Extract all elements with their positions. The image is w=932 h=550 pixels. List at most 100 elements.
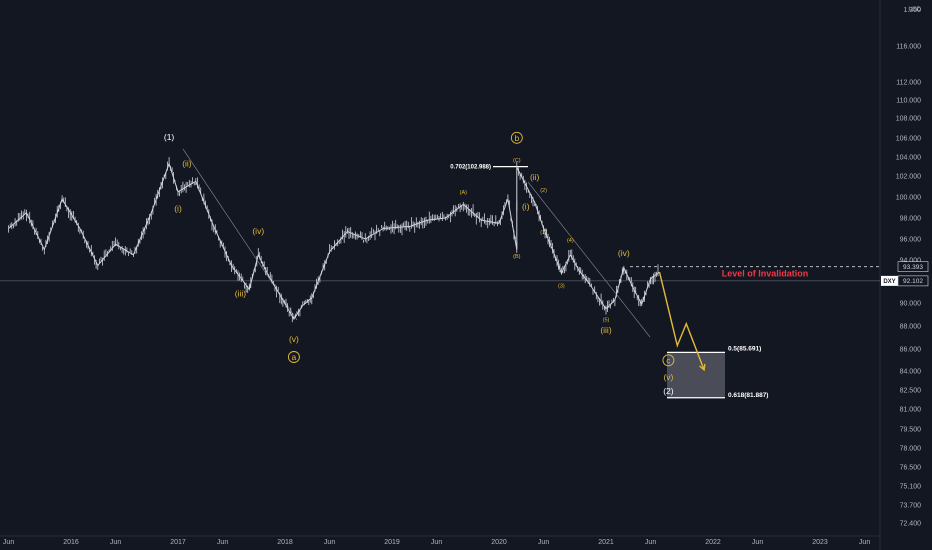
svg-text:93.393: 93.393	[903, 264, 923, 271]
svg-text:(4): (4)	[567, 238, 574, 244]
svg-text:(v): (v)	[663, 372, 673, 382]
price-tick-label: 76.500	[900, 465, 922, 472]
time-tick-label: 2019	[384, 539, 400, 546]
wave-label: (2)	[663, 386, 674, 396]
time-tick-label: Jun	[217, 539, 228, 546]
price-tick-label: 90.000	[900, 301, 922, 308]
time-tick-label: Jun	[110, 539, 121, 546]
wave-label: (1)	[540, 230, 547, 236]
svg-text:(2): (2)	[540, 188, 547, 194]
invalidation-price-badge: 93.393	[897, 261, 929, 272]
projection-line	[658, 271, 705, 371]
price-tick-labels: 72.400 73.700 75.100 76.500 78.000 79.500 81.0…	[896, 7, 921, 528]
wave-label: (3)	[558, 283, 565, 289]
price-tick-label: 116.000	[896, 44, 921, 51]
price-tick-label: 86.000	[900, 347, 922, 354]
wave-label: (i)	[174, 204, 182, 214]
wave-label: (v)	[289, 334, 299, 344]
price-tick-label: 108.000	[896, 116, 921, 123]
price-tick-label: 100.000	[896, 195, 921, 202]
price-tick-label: 84.000	[900, 369, 922, 376]
invalidation-label: Level of Invalidation	[722, 269, 809, 279]
projection-path	[658, 271, 706, 372]
wave-label: (iii)	[600, 325, 611, 335]
svg-text:(iv): (iv)	[252, 226, 264, 236]
time-tick-label: 2021	[598, 539, 614, 546]
price-tick-label: 73.700	[900, 503, 922, 510]
svg-text:(ii): (ii)	[182, 159, 192, 169]
svg-text:(1): (1)	[164, 132, 175, 142]
wave-label: c	[662, 354, 675, 367]
wave-label: (1)	[164, 132, 175, 142]
wave-label: (2)	[540, 188, 547, 194]
svg-text:(5): (5)	[603, 317, 610, 323]
wave-label: (C)	[513, 158, 521, 164]
time-tick-label: Jun	[752, 539, 763, 546]
svg-text:(A): (A)	[460, 190, 468, 196]
fib-label-0.5: 0.5(85.691)	[728, 345, 761, 352]
svg-text:(2): (2)	[663, 386, 674, 396]
time-tick-labels: Jun 2016 Jun 2017 Jun 2018 Jun 2019 Jun 2020 Jun 20…	[3, 539, 870, 546]
svg-text:(i): (i)	[174, 204, 182, 214]
svg-text:(v): (v)	[289, 334, 299, 344]
time-tick-label: 2023	[812, 539, 828, 546]
price-tick-label: 104.000	[896, 155, 921, 162]
svg-text:DXY: DXY	[883, 279, 895, 285]
price-series	[8, 157, 660, 323]
price-tick-label: 72.400	[900, 521, 922, 528]
svg-text:(C): (C)	[513, 158, 521, 164]
price-tick-label: 94.000	[900, 258, 922, 265]
currency-label: USD	[908, 7, 921, 13]
wave-label: (iv)	[618, 248, 630, 258]
wave-label: (A)	[460, 190, 468, 196]
trendline-2020	[527, 181, 651, 338]
svg-text:c: c	[666, 355, 671, 365]
time-tick-label: 2022	[705, 539, 721, 546]
fib-label-0.618: 0.618(81.887)	[728, 392, 768, 399]
price-tick-label: 82.500	[900, 388, 922, 395]
svg-text:(iv): (iv)	[618, 248, 630, 258]
wave-label: (5)	[603, 317, 610, 323]
price-tick-label: 112.000	[896, 80, 921, 87]
fib-label-0.702: 0.702(102.988)	[450, 165, 491, 171]
price-axis[interactable]: USD	[879, 0, 922, 550]
price-tick-label: 75.100	[900, 484, 922, 491]
time-tick-label: 2018	[277, 539, 293, 546]
wave-label: (4)	[567, 238, 574, 244]
wave-label: a	[287, 351, 300, 363]
svg-text:(iii): (iii)	[600, 325, 611, 335]
price-tick-label: 1.300	[903, 7, 921, 14]
price-tick-label: 96.000	[900, 237, 922, 244]
wave-label: (B)	[513, 254, 521, 260]
time-tick-label: Jun	[3, 539, 14, 546]
wave-label: (iii)	[235, 289, 246, 299]
price-tick-label: 78.000	[900, 446, 922, 453]
svg-text:(3): (3)	[558, 283, 565, 289]
wave-label: (i)	[522, 202, 530, 212]
wave-labels: (1) (ii) (i) (iv) (iii) (v) a (A) b (C) (B) (ii) (i)…	[164, 131, 675, 396]
wave-label: (v)	[663, 372, 673, 382]
price-tick-label: 106.000	[896, 136, 921, 143]
svg-text:(ii): (ii)	[530, 172, 540, 182]
target-zone-box	[667, 352, 725, 398]
svg-text:92.102: 92.102	[903, 278, 923, 285]
svg-text:b: b	[514, 133, 519, 143]
wave-label: (iv)	[252, 226, 264, 236]
svg-text:a: a	[292, 352, 297, 362]
price-tick-label: 102.000	[896, 174, 921, 181]
time-tick-label: 2016	[63, 539, 79, 546]
time-tick-label: Jun	[645, 539, 656, 546]
wave-label: (ii)	[530, 172, 540, 182]
last-price-badge: DXY 92.102	[881, 275, 929, 287]
svg-text:(i): (i)	[522, 202, 530, 212]
price-tick-label: 98.000	[900, 216, 922, 223]
price-tick-label: 81.000	[900, 407, 922, 414]
projection-arrowhead	[699, 363, 706, 372]
svg-text:(iii): (iii)	[235, 289, 246, 299]
wave-label: b	[510, 131, 523, 144]
time-tick-label: Jun	[538, 539, 549, 546]
time-tick-label: Jun	[431, 539, 442, 546]
time-tick-label: 2017	[170, 539, 186, 546]
